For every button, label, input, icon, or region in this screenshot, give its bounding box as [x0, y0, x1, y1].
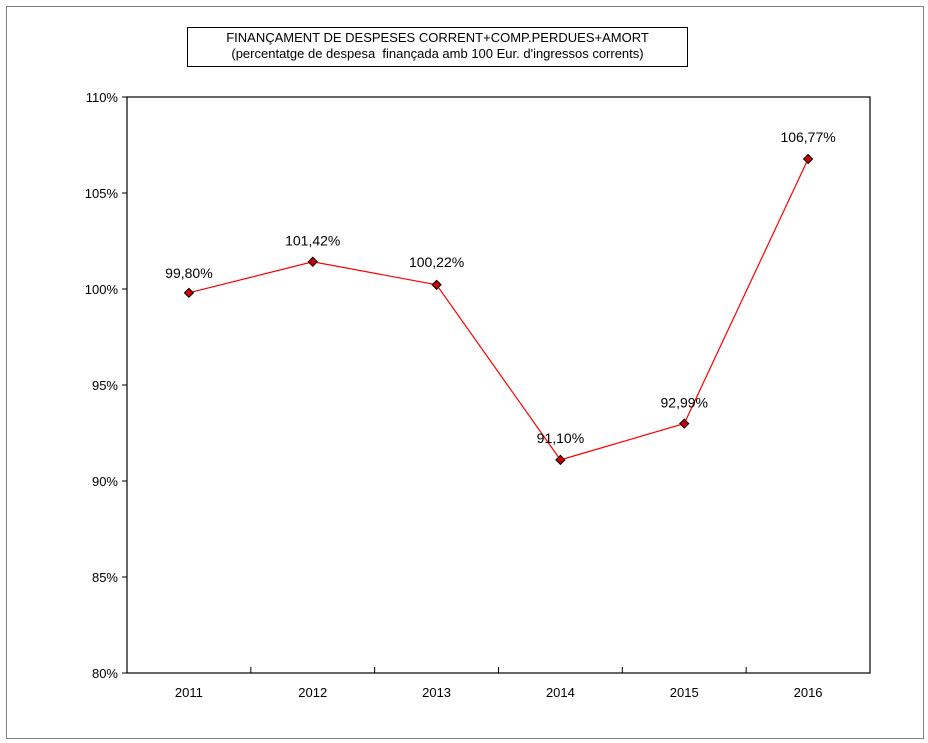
- data-point-marker: [555, 454, 566, 466]
- data-label: 106,77%: [780, 129, 835, 145]
- data-point-marker: [802, 153, 814, 165]
- y-tick-label: 85%: [92, 570, 118, 585]
- chart-frame: [6, 6, 924, 739]
- data-label: 101,42%: [285, 233, 340, 249]
- y-tick-label: 80%: [92, 666, 118, 681]
- data-point-marker: [307, 256, 318, 267]
- data-point-marker: [431, 279, 442, 290]
- y-tick-label: 90%: [92, 474, 118, 489]
- chart-subtitle: (percentatge de despesa finançada amb 10…: [231, 46, 644, 61]
- data-label: 99,80%: [165, 265, 212, 281]
- data-label: 92,99%: [661, 395, 708, 411]
- data-label: 91,10%: [537, 430, 584, 446]
- y-tick-label: 105%: [85, 186, 119, 201]
- x-tick-label: 2015: [670, 685, 699, 700]
- x-tick-label: 2016: [794, 685, 823, 700]
- x-tick-label: 2014: [546, 685, 575, 700]
- data-label: 100,22%: [409, 254, 464, 270]
- chart-title: FINANÇAMENT DE DESPESES CORRENT+COMP.PER…: [226, 30, 649, 45]
- x-tick-label: 2013: [422, 685, 451, 700]
- data-point-marker: [679, 418, 690, 429]
- x-tick-label: 2012: [298, 685, 327, 700]
- chart-title-box: FINANÇAMENT DE DESPESES CORRENT+COMP.PER…: [187, 27, 688, 67]
- y-tick-label: 110%: [86, 90, 119, 105]
- x-tick-label: 2011: [175, 685, 203, 700]
- y-tick-label: 100%: [85, 282, 119, 297]
- data-point-marker: [183, 287, 195, 299]
- y-tick-label: 95%: [92, 378, 118, 393]
- series-line: [188, 158, 809, 461]
- plot-area-border: [126, 96, 871, 674]
